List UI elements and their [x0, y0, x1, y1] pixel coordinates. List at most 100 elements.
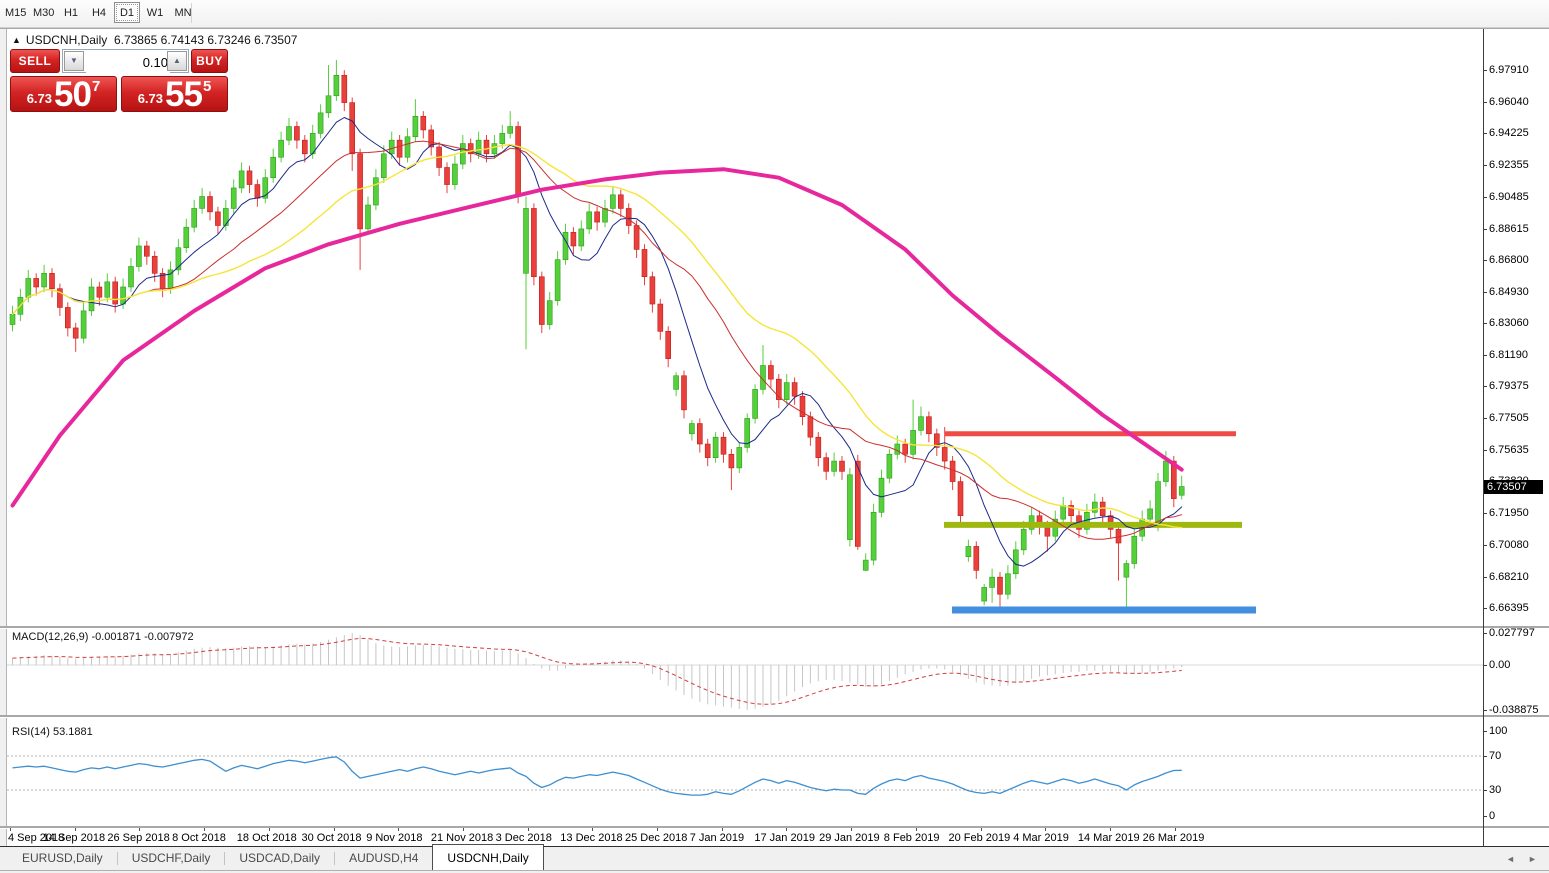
price-axis-label: 6.71950: [1489, 507, 1529, 520]
price-axis-tick: [1483, 70, 1487, 71]
bid-price-prefix: 6.73: [26, 91, 53, 106]
date-axis-label: 18 Oct 2018: [236, 832, 297, 844]
one-click-trade-panel: SELL ▼ ▲ BUY 6.73 50 7 6.73 55 5: [10, 49, 228, 112]
price-axis-label: 6.88615: [1489, 222, 1529, 235]
date-axis-label: 26 Sep 2018: [107, 832, 170, 844]
price-axis-tick: [1483, 607, 1487, 609]
timeframe-button-w1[interactable]: W1: [146, 7, 164, 19]
chart-canvas[interactable]: [7, 29, 1483, 627]
timeframe-toolbar: M15 M30 H1 H4 D1 W1 MN: [0, 0, 1549, 28]
ma-fast: [12, 117, 1183, 567]
timeframe-button-h1[interactable]: H1: [63, 7, 79, 19]
sell-button[interactable]: SELL: [10, 49, 60, 73]
macd-axis-tick: [1483, 665, 1487, 666]
horizontal-lines[interactable]: [944, 431, 1256, 614]
price-axis-label: 6.75635: [1489, 444, 1529, 457]
timeframe-button-m30[interactable]: M30: [33, 7, 55, 19]
timeframe-button-mn[interactable]: MN: [174, 7, 192, 19]
tab-audusd-h4[interactable]: AUDUSD,H4: [349, 851, 419, 865]
price-axis-tick: [1483, 450, 1487, 452]
price-axis-label: 6.79375: [1489, 380, 1529, 393]
volume-input[interactable]: [86, 51, 170, 73]
rsi-axis-tick: [1483, 790, 1487, 791]
rsi-axis-tick: [1483, 756, 1487, 757]
date-axis-tick: [139, 828, 141, 831]
tab-usdcad-daily[interactable]: USDCAD,Daily: [239, 851, 321, 865]
ask-quote-button[interactable]: 6.73 55 5: [121, 76, 228, 112]
date-axis-label: 17 Jan 2019: [754, 832, 815, 844]
macd-label: MACD(12,26,9) -0.001871 -0.007972: [12, 631, 194, 643]
moving-averages: [10, 117, 1184, 567]
tab-eurusd-daily[interactable]: EURUSD,Daily: [22, 851, 103, 865]
tab-divider: [334, 852, 336, 865]
date-axis-label: 4 Mar 2019: [1013, 832, 1069, 844]
macd-axis-tick: [1483, 632, 1487, 634]
macd-canvas[interactable]: [7, 629, 1483, 715]
date-axis-tick: [204, 828, 206, 831]
bid-quote-button[interactable]: 6.73 50 7: [10, 76, 117, 112]
chart-title-symbol: USDCNH,Daily: [25, 33, 108, 47]
date-axis-label: 8 Oct 2018: [172, 832, 226, 844]
rsi-panel-resize-handle[interactable]: [0, 715, 1549, 718]
tabbar-top-border: [0, 846, 1549, 847]
date-axis-tick: [657, 828, 658, 831]
date-axis-label: 13 Dec 2018: [560, 832, 623, 844]
candlestick-series: [9, 59, 1185, 611]
timeframe-button-h4[interactable]: H4: [91, 7, 107, 19]
date-axis-tick: [851, 828, 853, 831]
date-axis-label: 20 Feb 2019: [948, 832, 1011, 844]
date-axis[interactable]: 4 Sep 2018 14 Sep 2018 26 Sep 2018 8 Oct 20…: [7, 828, 1549, 846]
toolbar-separator: [191, 3, 192, 23]
date-axis-tick: [333, 828, 335, 831]
tab-usdcnh-daily[interactable]: USDCNH,Daily: [432, 844, 544, 870]
timeframe-button-m15[interactable]: M15: [5, 7, 27, 19]
window-left-edge: [0, 29, 7, 846]
macd-panel-resize-handle[interactable]: [0, 626, 1549, 629]
price-axis-label: 6.68210: [1489, 570, 1529, 583]
ma-slow: [11, 143, 1183, 529]
rsi-axis-label: 100: [1489, 724, 1508, 737]
chart-background: [7, 29, 1549, 827]
rsi-label: RSI(14) 53.1881: [12, 726, 93, 738]
price-axis-label: 6.96040: [1489, 95, 1529, 108]
volume-increase-button[interactable]: ▲: [167, 51, 187, 71]
date-axis-label: 29 Jan 2019: [819, 832, 880, 844]
date-axis-label: 14 Sep 2018: [42, 832, 106, 844]
chart-title-ohlc: 6.73865 6.74143 6.73246 6.73507: [113, 33, 298, 47]
rsi-axis-tick: [1483, 730, 1487, 732]
date-axis-tick: [462, 828, 464, 831]
tab-divider: [116, 852, 118, 865]
price-axis-tick: [1483, 132, 1487, 134]
date-axis-tick: [1174, 828, 1176, 831]
bid-price-big: 50: [54, 75, 92, 114]
rsi-axis-tick: [1483, 815, 1487, 817]
macd-axis-label: 0.027797: [1489, 626, 1535, 639]
macd-axis-tick: [1483, 709, 1487, 711]
date-axis-tick: [527, 828, 529, 831]
tab-scroll-right-icon[interactable]: ►: [1528, 854, 1537, 864]
chart-title: ▲ USDCNH,Daily 6.73865 6.74143 6.73246 6.…: [12, 33, 297, 47]
ma-mid: [12, 140, 1183, 540]
rsi-canvas[interactable]: [7, 718, 1483, 826]
buy-button[interactable]: BUY: [191, 49, 228, 73]
price-axis-tick: [1483, 259, 1487, 261]
price-axis-label: 6.90485: [1489, 190, 1529, 203]
date-axis-tick: [10, 828, 11, 831]
timeframe-button-d1[interactable]: D1: [114, 2, 140, 23]
price-axis-tick: [1483, 576, 1487, 578]
price-axis-tick: [1483, 355, 1487, 357]
macd-signal-line: [12, 637, 1182, 705]
chart-tab-bar: EURUSD,Daily USDCHF,Daily USDCAD,Daily AUDU…: [0, 844, 1549, 871]
tab-scroll-left-icon[interactable]: ◄: [1506, 854, 1515, 864]
collapse-trade-panel-icon[interactable]: ▲: [12, 35, 21, 45]
current-price-badge: 6.73507: [1484, 479, 1543, 494]
volume-decrease-button[interactable]: ▼: [64, 51, 84, 71]
price-axis-tick: [1483, 513, 1487, 515]
price-axis-tick: [1483, 386, 1487, 388]
tab-usdchf-daily[interactable]: USDCHF,Daily: [131, 851, 211, 865]
date-axis-label: 26 Mar 2019: [1142, 832, 1205, 844]
price-axis-tick: [1483, 418, 1487, 420]
date-axis-label: 25 Dec 2018: [625, 832, 688, 844]
price-axis-label: 6.66395: [1489, 601, 1529, 614]
price-axis-tick: [1483, 196, 1487, 198]
